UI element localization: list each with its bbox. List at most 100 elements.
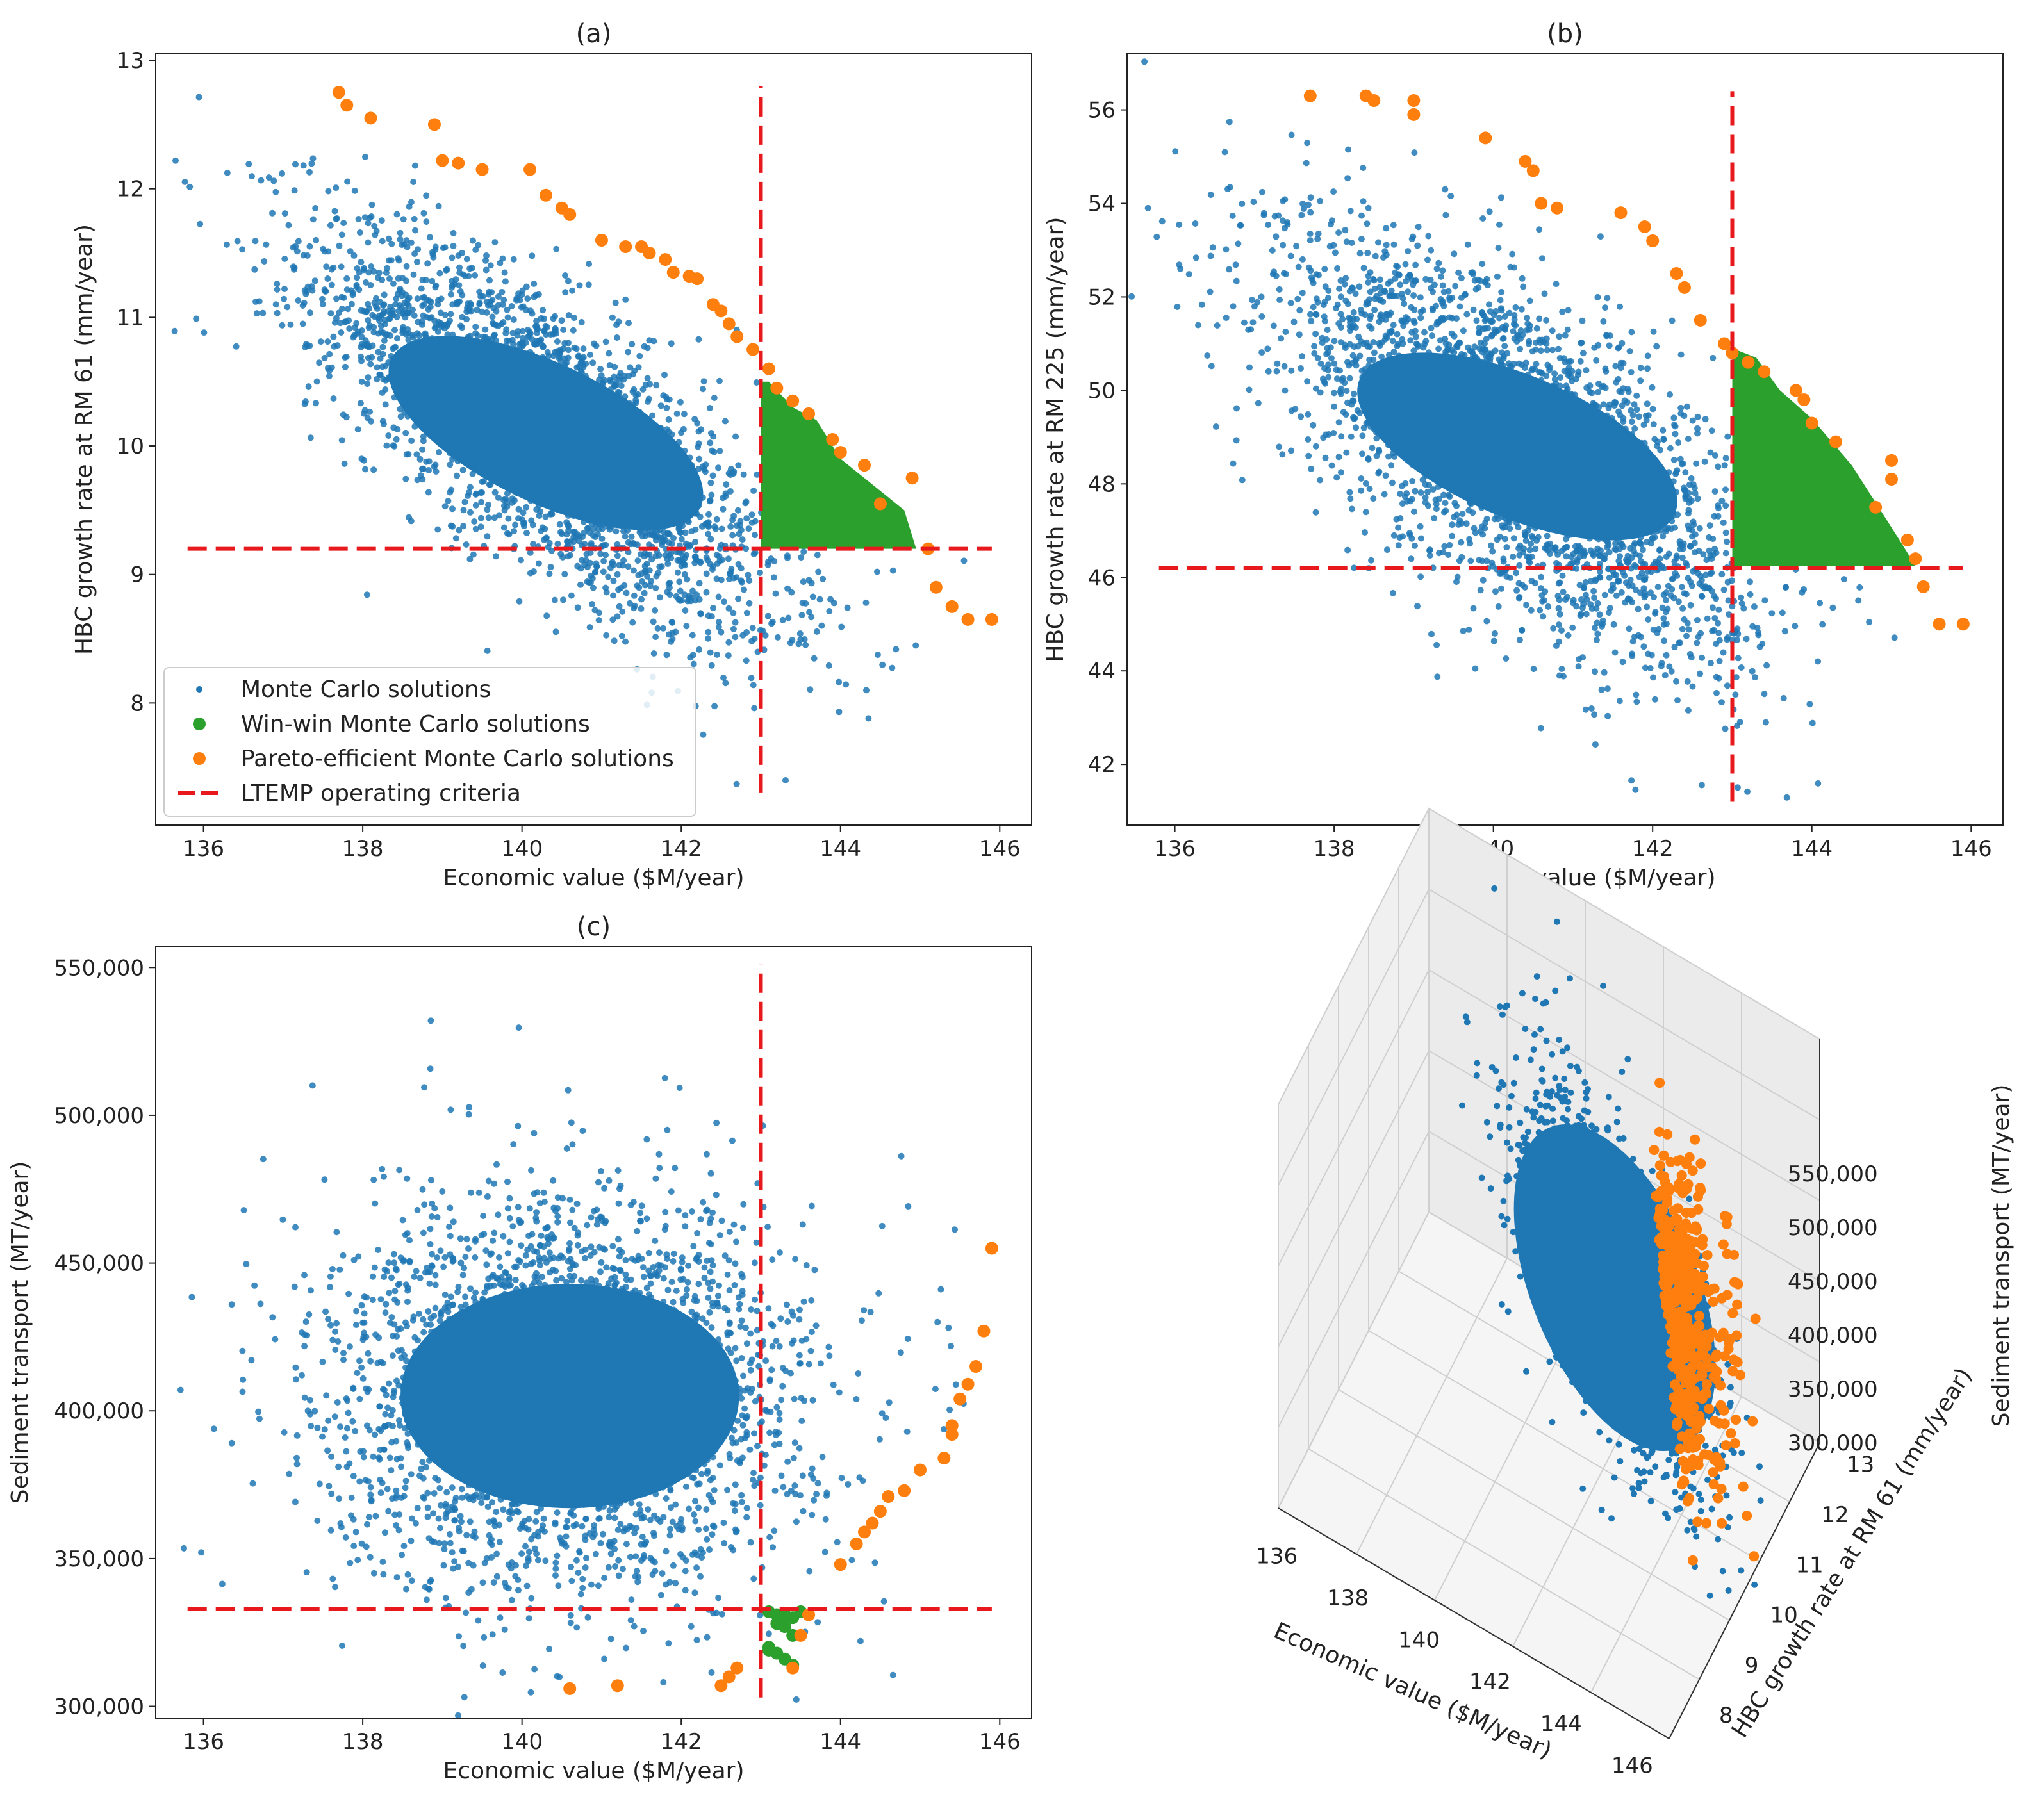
monte-carlo-point	[723, 481, 730, 488]
monte-carlo-point	[725, 470, 732, 477]
monte-carlo-point	[1590, 587, 1597, 594]
monte-carlo-point	[879, 661, 886, 668]
monte-carlo-point	[313, 400, 319, 407]
monte-carlo-point	[606, 362, 613, 368]
monte-carlo-point	[463, 256, 470, 263]
monte-carlo-point	[427, 234, 433, 241]
monte-carlo-point	[316, 359, 323, 366]
monte-carlo-point	[1468, 269, 1475, 276]
monte-carlo-point	[1720, 649, 1727, 656]
monte-carlo-point	[1348, 433, 1355, 440]
monte-carlo-point	[291, 187, 298, 194]
monte-carlo-point	[414, 477, 421, 484]
monte-carlo-point	[1704, 615, 1711, 622]
monte-carlo-point	[622, 296, 629, 303]
monte-carlo-point	[339, 306, 345, 313]
monte-carlo-point	[788, 589, 795, 596]
monte-carlo-point	[504, 530, 511, 537]
monte-carlo-point	[1403, 278, 1409, 285]
monte-carlo-point	[381, 337, 388, 344]
monte-carlo-point	[546, 539, 553, 546]
monte-carlo-point	[1351, 564, 1358, 571]
monte-carlo-point	[565, 312, 572, 319]
monte-carlo-point	[593, 342, 600, 349]
pareto-point	[666, 266, 680, 279]
monte-carlo-point	[1554, 551, 1562, 558]
monte-carlo-point	[708, 491, 715, 498]
monte-carlo-point	[1715, 502, 1721, 509]
monte-carlo-point	[720, 674, 727, 681]
monte-carlo-point	[647, 381, 654, 388]
monte-carlo-point	[1616, 698, 1623, 705]
monte-carlo-point	[501, 269, 508, 276]
monte-carlo-point	[759, 627, 766, 634]
monte-carlo-point	[1651, 594, 1657, 600]
monte-carlo-point	[1720, 586, 1727, 593]
monte-carlo-point	[574, 562, 581, 570]
monte-carlo-point	[1465, 626, 1472, 633]
monte-carlo-point	[1410, 347, 1417, 354]
monte-carlo-point	[473, 490, 480, 497]
monte-carlo-point	[800, 548, 807, 555]
monte-carlo-point	[331, 208, 338, 215]
monte-carlo-point	[491, 514, 498, 521]
monte-carlo-point	[721, 598, 727, 605]
monte-carlo-point	[502, 278, 509, 285]
monte-carlo-point	[1610, 621, 1617, 628]
monte-carlo-point	[1368, 557, 1374, 564]
monte-carlo-point	[589, 359, 597, 366]
monte-carlo-point	[1351, 390, 1358, 397]
monte-carlo-point	[688, 598, 694, 605]
monte-carlo-point	[281, 255, 288, 262]
monte-carlo-point	[309, 155, 317, 162]
monte-carlo-point	[420, 209, 427, 217]
monte-carlo-point	[1613, 571, 1620, 578]
monte-carlo-point	[615, 318, 622, 325]
pareto-point	[619, 240, 632, 253]
monte-carlo-point	[1299, 200, 1306, 207]
monte-carlo-point	[578, 318, 585, 325]
x-tick-label: 138	[342, 836, 384, 862]
monte-carlo-point	[1454, 573, 1461, 580]
monte-carlo-point	[1649, 674, 1656, 681]
monte-carlo-point	[306, 168, 313, 176]
monte-carlo-point	[447, 291, 454, 298]
monte-carlo-point	[387, 332, 394, 339]
monte-carlo-point	[641, 589, 648, 596]
monte-carlo-point	[319, 295, 326, 302]
monte-carlo-point	[1582, 591, 1589, 598]
monte-carlo-point	[1371, 349, 1378, 356]
monte-carlo-point	[431, 317, 438, 324]
monte-carlo-point	[367, 282, 374, 288]
monte-carlo-point	[814, 552, 821, 559]
monte-carlo-point	[1335, 454, 1342, 461]
monte-carlo-point	[716, 377, 723, 384]
y-axis-label: HBC growth rate at RM 61 (mm/year)	[71, 224, 97, 655]
pareto-point	[539, 188, 552, 202]
monte-carlo-point	[1722, 455, 1729, 462]
monte-carlo-point	[327, 222, 334, 229]
monte-carlo-point	[1565, 307, 1572, 314]
monte-carlo-point	[224, 169, 231, 176]
monte-carlo-point	[472, 246, 479, 253]
monte-carlo-point	[1526, 297, 1533, 304]
monte-carlo-point	[341, 460, 348, 467]
monte-carlo-point	[452, 535, 459, 542]
monte-carlo-point	[485, 291, 492, 298]
monte-carlo-point	[1556, 611, 1563, 618]
monte-carlo-point	[1707, 449, 1714, 456]
monte-carlo-point	[750, 682, 757, 689]
monte-carlo-point	[1307, 209, 1314, 216]
monte-carlo-point	[611, 373, 618, 381]
monte-carlo-point	[1346, 489, 1353, 496]
monte-carlo-point	[1371, 306, 1378, 313]
monte-carlo-point	[499, 288, 506, 295]
monte-carlo-point	[735, 462, 742, 469]
monte-carlo-point	[713, 575, 720, 582]
monte-carlo-point	[683, 623, 690, 630]
monte-carlo-point	[1685, 626, 1692, 633]
monte-carlo-point	[1395, 524, 1402, 531]
monte-carlo-point	[274, 286, 281, 293]
monte-carlo-point	[1519, 627, 1525, 634]
monte-carlo-point	[265, 174, 272, 181]
